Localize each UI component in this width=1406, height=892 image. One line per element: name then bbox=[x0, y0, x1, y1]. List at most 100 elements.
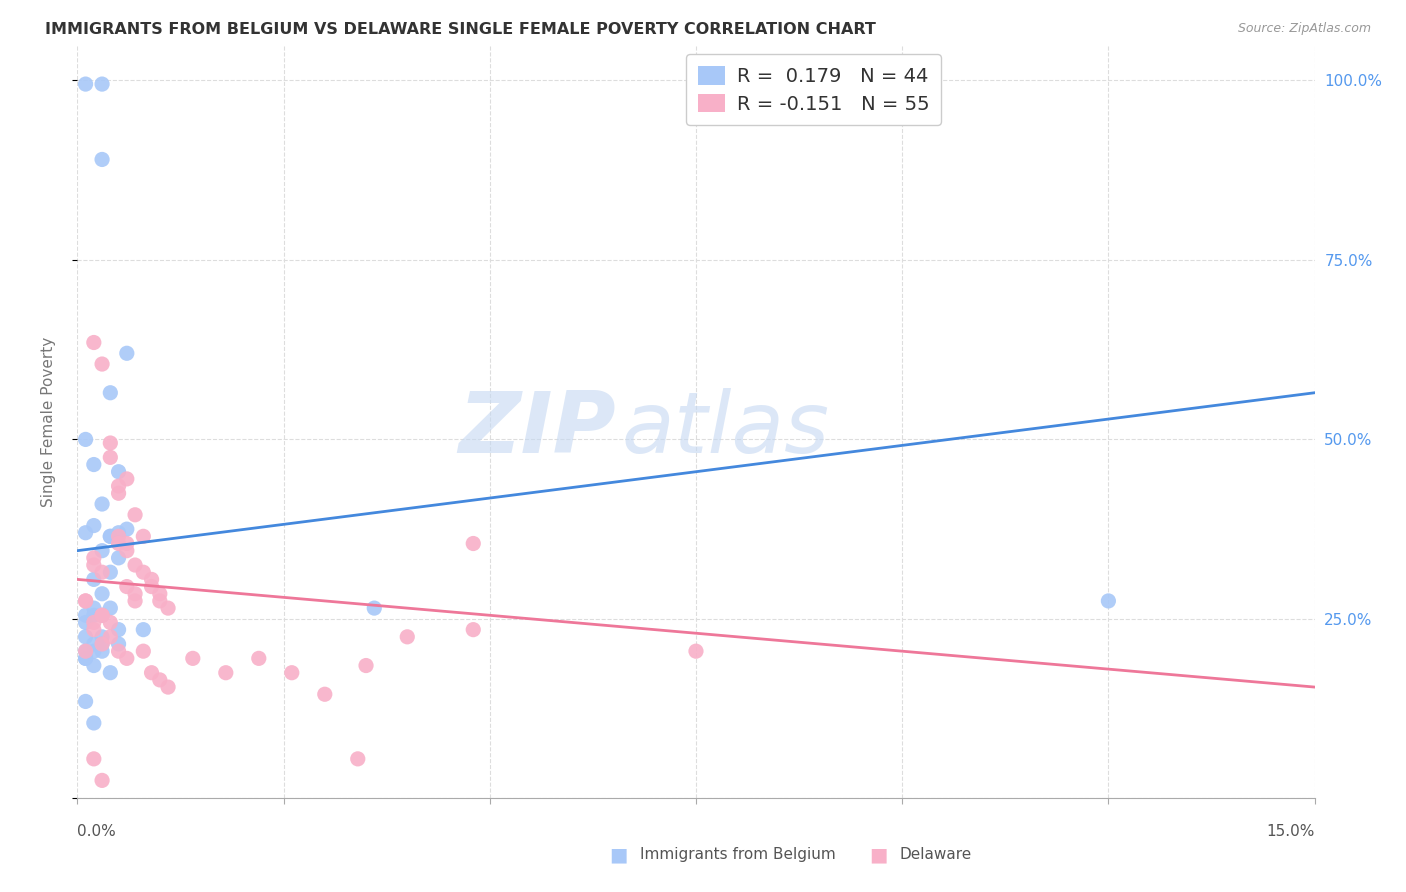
Point bbox=[98, 529, 121, 543]
Point bbox=[141, 573, 163, 587]
Point bbox=[132, 623, 155, 637]
Point bbox=[149, 594, 172, 608]
Point bbox=[354, 658, 377, 673]
Point bbox=[75, 644, 97, 658]
Point bbox=[98, 529, 121, 543]
Point bbox=[115, 543, 138, 558]
Point bbox=[91, 608, 114, 623]
Legend: R =  0.179   N = 44, R = -0.151   N = 55: R = 0.179 N = 44, R = -0.151 N = 55 bbox=[686, 54, 941, 125]
Point bbox=[115, 580, 138, 594]
Point bbox=[107, 486, 129, 500]
Point bbox=[107, 525, 129, 540]
Point bbox=[98, 566, 121, 580]
Point bbox=[75, 651, 97, 665]
Point bbox=[75, 651, 97, 665]
Point bbox=[83, 550, 105, 565]
Point bbox=[83, 458, 105, 472]
Point bbox=[107, 644, 129, 658]
Text: atlas: atlas bbox=[621, 387, 830, 470]
Point bbox=[83, 573, 105, 587]
Point bbox=[83, 752, 105, 766]
Text: Source: ZipAtlas.com: Source: ZipAtlas.com bbox=[1237, 22, 1371, 36]
Point bbox=[149, 673, 172, 687]
Point bbox=[107, 465, 129, 479]
Text: ■: ■ bbox=[609, 845, 628, 864]
Point bbox=[91, 587, 114, 601]
Point bbox=[98, 601, 121, 615]
Point bbox=[75, 630, 97, 644]
Point bbox=[115, 651, 138, 665]
Point bbox=[396, 630, 419, 644]
Text: Immigrants from Belgium: Immigrants from Belgium bbox=[640, 847, 835, 862]
Point bbox=[75, 433, 97, 447]
Point bbox=[83, 658, 105, 673]
Point bbox=[91, 637, 114, 651]
Point bbox=[124, 558, 146, 572]
Point bbox=[83, 335, 105, 350]
Point bbox=[83, 601, 105, 615]
Point bbox=[91, 637, 114, 651]
Point bbox=[132, 566, 155, 580]
Y-axis label: Single Female Poverty: Single Female Poverty bbox=[42, 336, 56, 507]
Point bbox=[115, 536, 138, 550]
Point bbox=[107, 637, 129, 651]
Point bbox=[91, 630, 114, 644]
Text: 15.0%: 15.0% bbox=[1267, 824, 1315, 838]
Point bbox=[463, 536, 485, 550]
Point bbox=[157, 680, 180, 694]
Point bbox=[83, 637, 105, 651]
Point bbox=[83, 558, 105, 572]
Point bbox=[141, 580, 163, 594]
Point bbox=[83, 615, 105, 630]
Point bbox=[157, 601, 180, 615]
Point bbox=[107, 479, 129, 493]
Point bbox=[247, 651, 270, 665]
Point bbox=[91, 773, 114, 788]
Point bbox=[75, 608, 97, 623]
Point bbox=[115, 472, 138, 486]
Text: ■: ■ bbox=[869, 845, 889, 864]
Point bbox=[98, 665, 121, 680]
Point bbox=[83, 623, 105, 637]
Point bbox=[75, 615, 97, 630]
Point bbox=[83, 644, 105, 658]
Point bbox=[98, 436, 121, 450]
Point bbox=[107, 623, 129, 637]
Point bbox=[91, 608, 114, 623]
Point bbox=[83, 518, 105, 533]
Text: ZIP: ZIP bbox=[458, 387, 616, 470]
Point bbox=[83, 715, 105, 730]
Point bbox=[107, 550, 129, 565]
Point bbox=[107, 529, 129, 543]
Point bbox=[115, 346, 138, 360]
Text: IMMIGRANTS FROM BELGIUM VS DELAWARE SINGLE FEMALE POVERTY CORRELATION CHART: IMMIGRANTS FROM BELGIUM VS DELAWARE SING… bbox=[45, 22, 876, 37]
Point bbox=[91, 357, 114, 371]
Point bbox=[181, 651, 204, 665]
Point bbox=[107, 536, 129, 550]
Point bbox=[124, 587, 146, 601]
Point bbox=[75, 644, 97, 658]
Point bbox=[132, 529, 155, 543]
Point bbox=[685, 644, 707, 658]
Point bbox=[98, 630, 121, 644]
Point bbox=[83, 608, 105, 623]
Point bbox=[91, 566, 114, 580]
Point bbox=[463, 623, 485, 637]
Point bbox=[363, 601, 385, 615]
Point bbox=[314, 687, 336, 701]
Point bbox=[124, 594, 146, 608]
Point bbox=[141, 665, 163, 680]
Point bbox=[75, 525, 97, 540]
Point bbox=[91, 153, 114, 167]
Point bbox=[75, 77, 97, 91]
Point bbox=[215, 665, 238, 680]
Point bbox=[124, 508, 146, 522]
Point bbox=[281, 665, 304, 680]
Point bbox=[98, 450, 121, 465]
Text: Delaware: Delaware bbox=[900, 847, 972, 862]
Point bbox=[91, 644, 114, 658]
Point bbox=[346, 752, 368, 766]
Point bbox=[98, 615, 121, 630]
Point bbox=[75, 594, 97, 608]
Point bbox=[91, 497, 114, 511]
